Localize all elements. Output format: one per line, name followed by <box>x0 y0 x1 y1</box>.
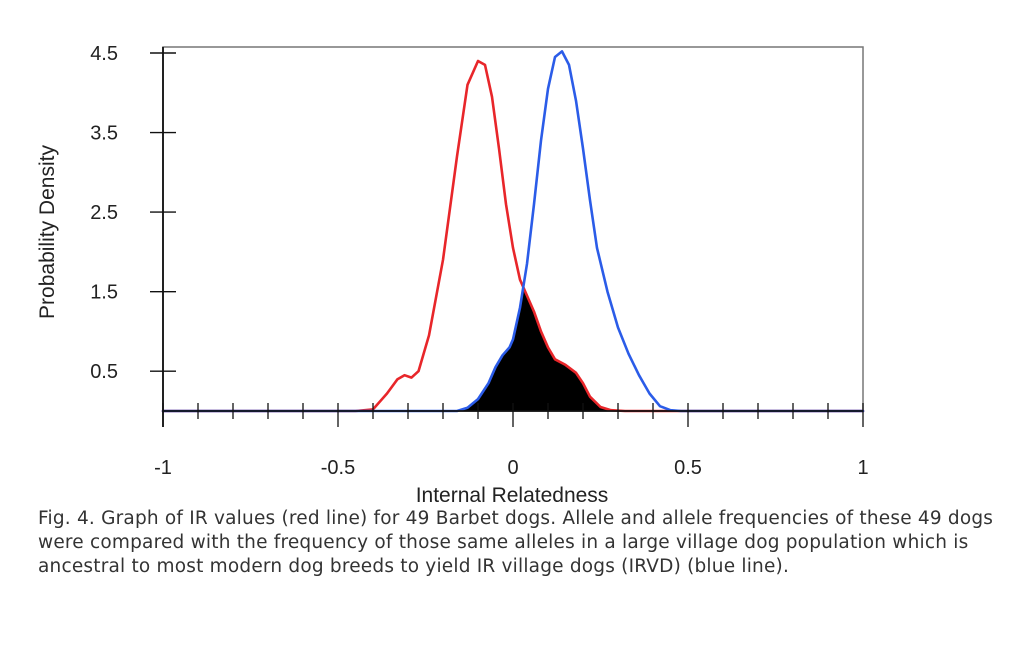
overlap-fill-layer <box>163 287 863 411</box>
x-tick-label: 1 <box>857 457 868 479</box>
y-tick-label: 3.5 <box>90 123 118 145</box>
y-tick-label: 1.5 <box>90 282 118 304</box>
series-layer <box>161 50 865 413</box>
x-tick-label: -1 <box>154 457 172 479</box>
density-chart: -1 -0.5 0 0.5 1 0.5 1.5 2.5 3.5 4.5 Internal Rela… <box>36 43 869 507</box>
tick-label-layer: -1 -0.5 0 0.5 1 0.5 1.5 2.5 3.5 4.5 <box>90 43 868 479</box>
figure-caption: Fig. 4. Graph of IR values (red line) fo… <box>38 508 994 577</box>
series-line-2 <box>161 50 865 413</box>
y-tick-label: 0.5 <box>90 361 118 383</box>
axis-layer <box>150 47 864 427</box>
y-tick-label: 4.5 <box>90 43 118 65</box>
y-tick-label: 2.5 <box>90 202 118 224</box>
x-tick-label: -0.5 <box>321 457 355 479</box>
x-tick-label: 0 <box>507 457 518 479</box>
series-line-1 <box>161 59 865 413</box>
y-axis-title: Probability Density <box>36 145 59 319</box>
overlap-area <box>163 287 863 411</box>
x-tick-label: 0.5 <box>674 457 702 479</box>
x-axis-title: Internal Relatedness <box>416 484 609 507</box>
